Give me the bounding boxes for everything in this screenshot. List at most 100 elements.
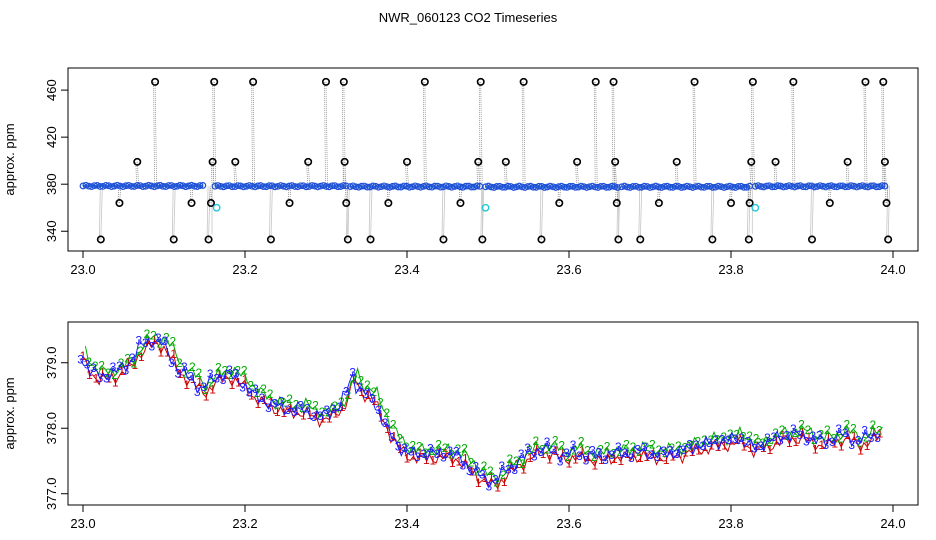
series-point-1: 1 — [520, 463, 527, 477]
series-point-1: 1 — [728, 434, 735, 448]
spike-line — [154, 81, 157, 186]
series-point-3: 3 — [706, 436, 713, 450]
series-point-2: 2 — [656, 443, 663, 457]
series-point-1: 1 — [397, 442, 404, 456]
series-point-3: 3 — [557, 454, 564, 468]
series-point-3: 3 — [362, 387, 369, 401]
spike-line — [370, 186, 373, 240]
series-point-3: 3 — [492, 472, 499, 486]
series-point-3: 3 — [816, 428, 823, 442]
spike-line — [692, 81, 695, 187]
series-point-3: 3 — [609, 448, 616, 462]
outlier-point — [672, 157, 681, 166]
series-point-1: 1 — [721, 439, 728, 453]
series-point-2: 2 — [623, 438, 630, 452]
spike-line — [306, 161, 309, 187]
series-point-1: 1 — [417, 446, 424, 460]
spike-line — [206, 186, 209, 240]
outlier-point — [133, 157, 142, 166]
series-point-3: 3 — [233, 367, 240, 381]
series-point-3: 3 — [764, 431, 771, 445]
series-point-2: 2 — [429, 444, 436, 458]
outlier-point — [343, 235, 352, 244]
spike-line — [136, 161, 140, 186]
baseline-point — [881, 182, 889, 190]
series-point-1: 1 — [371, 394, 378, 408]
series-point-1: 1 — [203, 389, 210, 403]
bottom-x-tick-label: 24.0 — [880, 516, 905, 531]
outlier-point — [366, 235, 375, 244]
series-point-3: 3 — [278, 395, 285, 409]
series-point-3: 3 — [660, 444, 667, 458]
series-point-1: 1 — [844, 428, 851, 442]
series-point-3: 3 — [336, 400, 343, 414]
series-point-1: 1 — [734, 433, 741, 447]
spike-line — [775, 161, 778, 187]
series-point-2: 2 — [740, 430, 747, 444]
series-point-2: 2 — [325, 405, 332, 419]
series-point-2: 2 — [604, 439, 611, 453]
series-point-2: 2 — [772, 426, 779, 440]
series-point-3: 3 — [855, 433, 862, 447]
series-point-3: 3 — [317, 409, 324, 423]
bottom-y-axis: 377.0 378.0 379.0 — [44, 346, 69, 510]
series-point-1: 1 — [384, 422, 391, 436]
series-point-2: 2 — [675, 439, 682, 453]
top-x-tick-label: 23.2 — [232, 262, 257, 277]
series-point-1: 1 — [786, 436, 793, 450]
series-point-1: 1 — [481, 471, 488, 485]
series-point-3: 3 — [77, 353, 84, 367]
series-point-2: 2 — [111, 368, 118, 382]
series-point-1: 1 — [86, 368, 93, 382]
top-plot-frame — [67, 67, 919, 252]
series-point-2: 2 — [519, 457, 526, 471]
series-point-2: 2 — [202, 383, 209, 397]
series-point-1: 1 — [443, 446, 450, 460]
series-point-2: 2 — [694, 435, 701, 449]
series-point-1: 1 — [151, 333, 158, 347]
series-point-1: 1 — [339, 400, 346, 414]
series-point-1: 1 — [313, 408, 320, 422]
series-line-2 — [84, 333, 883, 485]
outlier-point — [612, 199, 621, 208]
spike-line — [212, 81, 215, 187]
spike-line — [639, 186, 643, 240]
series-point-2: 2 — [215, 361, 222, 375]
series-point-3: 3 — [673, 447, 680, 461]
series-point-3: 3 — [382, 416, 389, 430]
series-point-2: 2 — [643, 440, 650, 454]
bottom-x-tick-label: 23.4 — [394, 516, 419, 531]
series-point-2: 2 — [824, 423, 831, 437]
series-point-1: 1 — [598, 453, 605, 467]
series-point-1: 1 — [747, 441, 754, 455]
series-point-3: 3 — [576, 449, 583, 463]
series-point-1: 1 — [455, 455, 462, 469]
series-point-1: 1 — [326, 412, 333, 426]
spike-line — [595, 81, 598, 187]
series-point-1: 1 — [656, 450, 663, 464]
outlier-point — [340, 157, 349, 166]
series-point-3: 3 — [518, 447, 525, 461]
spike-line — [575, 161, 577, 187]
spike-line — [576, 161, 579, 187]
series-point-3: 3 — [311, 410, 318, 424]
spike-line — [210, 161, 213, 187]
series-point-3: 3 — [90, 361, 97, 375]
series-point-3: 3 — [596, 446, 603, 460]
spike-line — [773, 161, 776, 187]
spike-line — [810, 186, 812, 240]
series-point-1: 1 — [779, 428, 786, 442]
spike-line — [523, 81, 526, 187]
outlier-point — [339, 77, 348, 86]
outlier-point — [501, 157, 510, 166]
spike-line — [881, 81, 884, 187]
series-point-2: 2 — [254, 386, 261, 400]
outlier-point — [439, 235, 448, 244]
series-point-3: 3 — [835, 422, 842, 436]
series-point-1: 1 — [773, 433, 780, 447]
series-point-1: 1 — [345, 388, 352, 402]
series-point-3: 3 — [498, 459, 505, 473]
series-point-3: 3 — [667, 443, 674, 457]
series-point-3: 3 — [602, 453, 609, 467]
series-point-3: 3 — [149, 340, 156, 354]
